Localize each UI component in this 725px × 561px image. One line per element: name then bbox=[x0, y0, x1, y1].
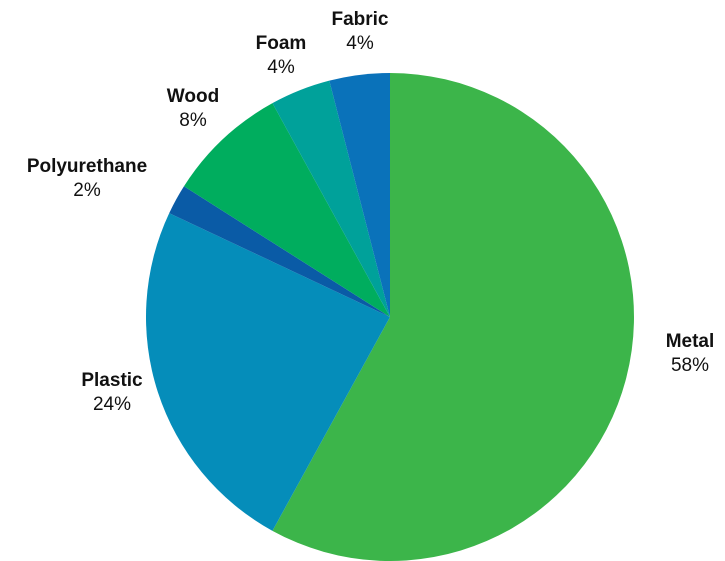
slice-label-polyurethane: Polyurethane bbox=[27, 156, 147, 177]
slice-value-polyurethane: 2% bbox=[73, 180, 101, 201]
slice-label-plastic: Plastic bbox=[81, 370, 143, 391]
slice-label-foam: Foam bbox=[256, 33, 307, 54]
slice-value-wood: 8% bbox=[179, 110, 207, 131]
pie-slice-plastic bbox=[145, 213, 390, 531]
slice-value-plastic: 24% bbox=[93, 394, 131, 415]
slice-label-fabric: Fabric bbox=[331, 9, 388, 30]
slice-value-fabric: 4% bbox=[346, 33, 374, 54]
slice-label-wood: Wood bbox=[167, 86, 219, 107]
slice-label-metal: Metal bbox=[666, 331, 715, 352]
pie-slice-fabric bbox=[329, 73, 390, 317]
slice-value-foam: 4% bbox=[267, 57, 295, 78]
slice-value-metal: 58% bbox=[671, 355, 709, 376]
pie-slice-metal bbox=[272, 73, 634, 561]
pie-slice-foam bbox=[272, 80, 390, 317]
pie-slice-polyurethane bbox=[169, 186, 390, 317]
pie-slices bbox=[145, 73, 634, 561]
pie-slice-wood bbox=[183, 103, 390, 318]
